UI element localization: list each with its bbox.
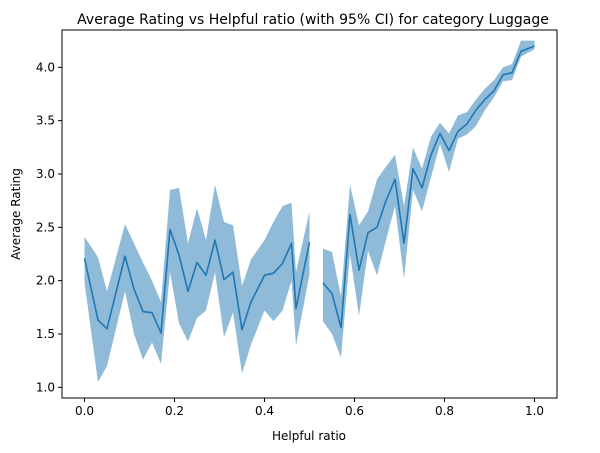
y-axis: 1.0 1.5 2.0 2.5 3.0 3.5 4.0 (36, 60, 62, 394)
x-axis-label: Helpful ratio (272, 429, 346, 443)
y-tick-label: 1.5 (36, 327, 55, 341)
x-tick-label: 0.8 (435, 404, 454, 418)
mean-line-2 (322, 45, 535, 329)
plot-frame (61, 29, 558, 399)
x-tick-label: 0.2 (165, 404, 184, 418)
x-tick-label: 0.0 (75, 404, 94, 418)
confidence-band-1 (84, 184, 310, 382)
confidence-band-2 (323, 40, 535, 358)
y-tick-label: 1.0 (36, 380, 55, 394)
x-tick-label: 0.6 (345, 404, 364, 418)
x-tick-label: 1.0 (525, 404, 544, 418)
y-tick-label: 3.0 (36, 167, 55, 181)
x-axis: 0.0 0.2 0.4 0.6 0.8 1.0 (75, 398, 544, 418)
plot-area (83, 40, 535, 382)
chart-title: Average Rating vs Helpful ratio (with 95… (77, 12, 549, 28)
y-tick-label: 4.0 (36, 60, 55, 74)
x-tick-label: 0.4 (255, 404, 274, 418)
y-tick-label: 2.0 (36, 274, 55, 288)
y-axis-label: Average Rating (9, 168, 23, 260)
mean-line-1 (83, 228, 311, 334)
y-tick-label: 2.5 (36, 220, 55, 234)
y-tick-label: 3.5 (36, 114, 55, 128)
